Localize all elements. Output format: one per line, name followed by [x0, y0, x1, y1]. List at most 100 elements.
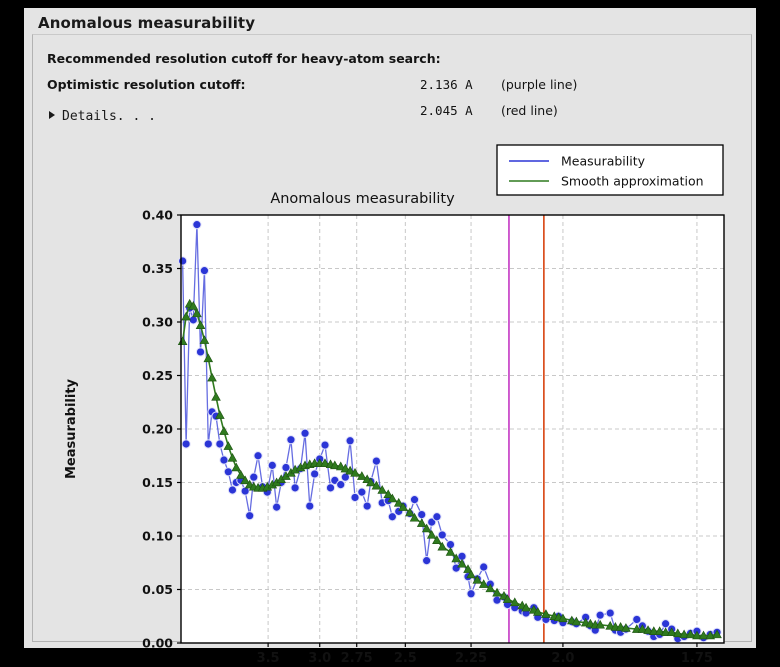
data-point [457, 558, 467, 568]
data-point [245, 511, 255, 521]
data-point [286, 435, 296, 445]
data-point [432, 535, 442, 545]
y-tick-label: 0.20 [142, 422, 173, 437]
data-point [558, 613, 568, 623]
y-tick-label: 0.35 [142, 261, 173, 276]
data-point [305, 501, 315, 511]
data-point [383, 489, 394, 499]
data-point [648, 626, 659, 635]
results-groupbox: Recommended resolution cutoff for heavy-… [32, 34, 752, 666]
details-disclosure[interactable]: Details. . . [49, 109, 156, 124]
data-point [192, 220, 202, 230]
data-point [219, 455, 229, 465]
data-point [666, 627, 677, 637]
x-tick-label: 2.0 [551, 651, 574, 666]
data-point [417, 510, 427, 520]
data-point [211, 391, 221, 401]
data-point [660, 627, 671, 637]
data-point [290, 483, 300, 493]
x-tick-label: 2.5 [394, 651, 417, 666]
data-point [698, 630, 709, 640]
data-point [181, 439, 191, 449]
data-point [310, 469, 320, 479]
data-point [437, 541, 448, 551]
data-point [679, 629, 689, 639]
data-point [207, 372, 217, 382]
data-point [357, 487, 367, 497]
grid-lines [181, 215, 724, 643]
optimistic-cutoff-value: 2.045 A [420, 103, 473, 118]
y-tick-label: 0.15 [142, 475, 173, 490]
data-point [371, 480, 382, 490]
recommended-cutoff-label: Recommended resolution cutoff for heavy-… [47, 51, 441, 66]
data-point [393, 497, 404, 507]
data-point [320, 440, 330, 450]
data-point [345, 436, 355, 446]
x-tick-label: 1.75 [681, 651, 713, 666]
data-point [192, 308, 202, 318]
data-point [532, 607, 543, 616]
data-point [320, 458, 330, 467]
data-point [692, 630, 702, 640]
data-point [281, 462, 291, 473]
data-point [605, 608, 615, 618]
data-point [398, 502, 408, 511]
data-point [203, 439, 213, 449]
data-point [615, 622, 626, 631]
data-point [387, 493, 398, 503]
data-point [466, 589, 476, 599]
data-point [199, 266, 210, 276]
data-point [181, 311, 191, 321]
data-point [451, 553, 461, 563]
data-point [223, 441, 234, 450]
legend-label: Smooth approximation [561, 174, 704, 189]
data-point [350, 492, 360, 503]
data-point [195, 320, 206, 329]
data-point [485, 583, 496, 593]
data-point [621, 623, 631, 632]
data-point [195, 347, 206, 357]
data-point [330, 460, 340, 470]
data-point [300, 428, 310, 438]
y-tick-label: 0.40 [142, 208, 173, 223]
data-point [437, 530, 447, 540]
y-tick-label: 0.10 [142, 529, 173, 544]
page-title: Anomalous measurability [38, 14, 256, 32]
data-point [203, 353, 214, 363]
data-point [253, 451, 263, 461]
data-point [472, 574, 483, 584]
data-point [387, 512, 397, 522]
data-point [231, 462, 242, 472]
data-point [705, 630, 716, 640]
y-axis-label: Measurability [64, 378, 79, 479]
data-point [272, 502, 282, 512]
data-point [466, 569, 476, 579]
data-point [365, 477, 376, 487]
data-point [405, 507, 415, 517]
data-point [478, 579, 489, 588]
x-tick-label: 2.25 [455, 651, 487, 666]
data-point [336, 480, 346, 490]
x-tick-label: 2.75 [341, 651, 373, 666]
optimistic-cutoff-label: Optimistic resolution cutoff: [47, 77, 246, 92]
data-point [492, 587, 502, 597]
data-point [335, 461, 346, 471]
cutoff-lines [508, 215, 545, 643]
data-point [685, 629, 696, 639]
y-tick-label: 0.25 [142, 368, 173, 383]
data-point [240, 486, 250, 496]
data-point [479, 562, 489, 572]
y-tick-label: 0.05 [142, 582, 173, 597]
data-point [422, 556, 432, 566]
info-row: Recommended resolution cutoff for heavy-… [47, 51, 441, 66]
data-point [673, 628, 683, 638]
data-point [223, 467, 233, 477]
data-point [362, 501, 372, 511]
data-point [345, 465, 355, 475]
data-point [605, 620, 616, 630]
data-point [215, 410, 225, 419]
data-point [188, 301, 199, 310]
data-point [571, 616, 582, 626]
chart-legend: Measurability Smooth approximation [496, 144, 724, 196]
data-point [712, 629, 722, 639]
